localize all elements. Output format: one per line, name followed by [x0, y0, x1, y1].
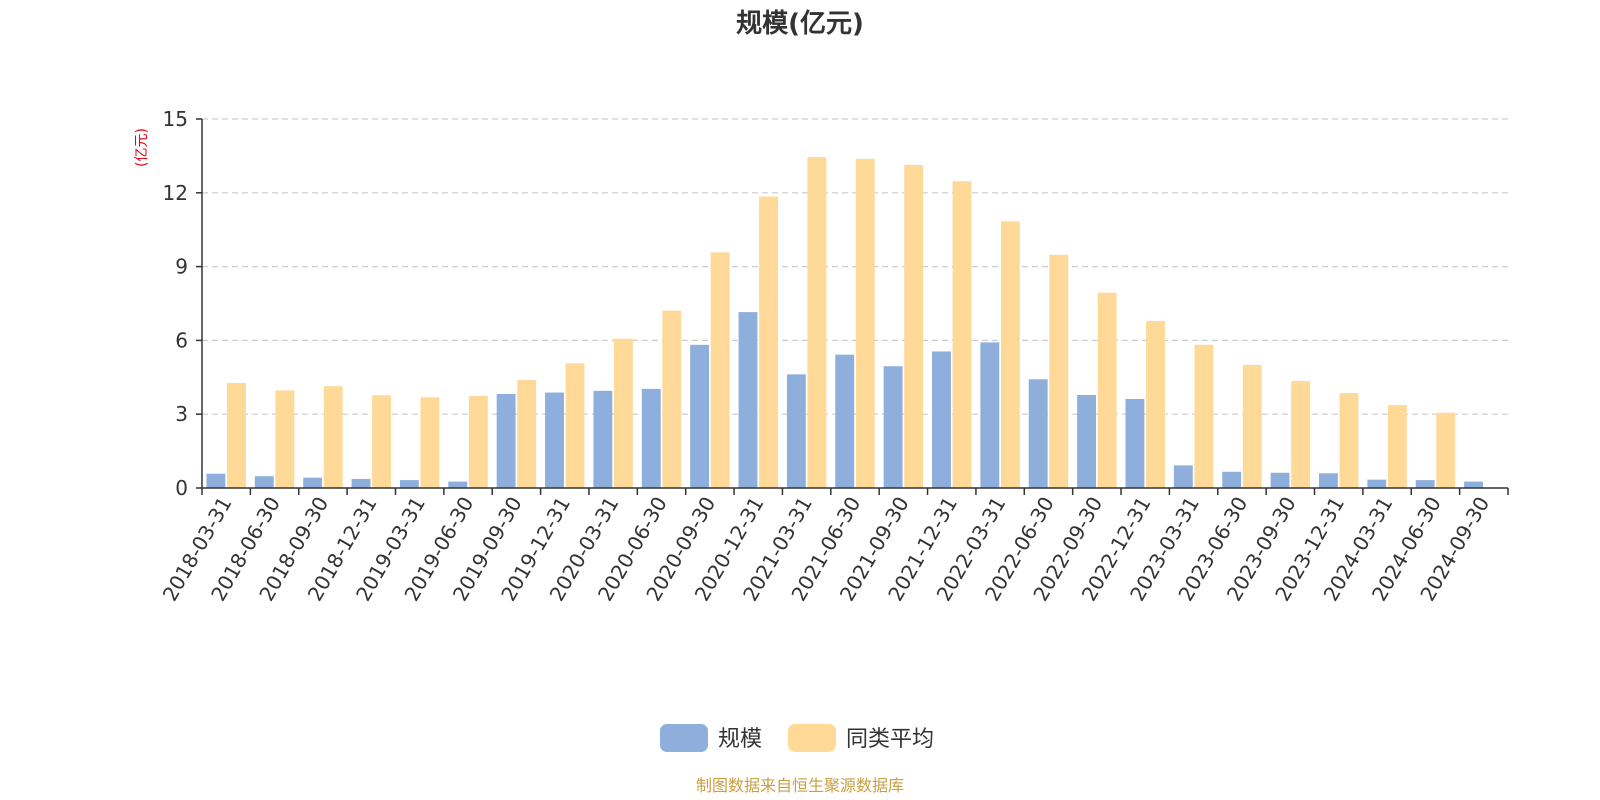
- y-tick-label: 3: [175, 402, 188, 426]
- bar-规模-2023-06-30: [1222, 471, 1242, 488]
- bar-规模-2021-09-30: [883, 366, 903, 488]
- bar-规模-2020-12-31: [738, 312, 758, 488]
- bars: [206, 157, 1483, 489]
- y-axis-label: (亿元): [134, 128, 150, 167]
- bar-规模-2023-12-31: [1318, 473, 1338, 488]
- y-tick-label: 9: [175, 255, 188, 279]
- legend-label: 同类平均: [846, 727, 934, 752]
- legend-swatch: [660, 724, 708, 752]
- bar-规模-2018-06-30: [254, 476, 274, 488]
- bar-规模-2022-06-30: [1028, 379, 1048, 488]
- bar-同类平均-2020-09-30: [710, 252, 730, 488]
- y-tick-labels: 0 3 6 9 12 15: [163, 107, 202, 500]
- bar-规模-2019-09-30: [496, 394, 516, 488]
- bar-同类平均-2021-12-31: [952, 181, 972, 488]
- bar-同类平均-2021-09-30: [904, 165, 924, 488]
- bar-同类平均-2018-06-30: [275, 390, 295, 488]
- bar-规模-2018-09-30: [303, 477, 323, 488]
- bar-规模-2022-09-30: [1077, 395, 1097, 488]
- bar-规模-2023-09-30: [1270, 472, 1290, 488]
- bar-规模-2018-03-31: [206, 473, 226, 488]
- bar-规模-2019-03-31: [399, 480, 419, 488]
- x-tick-labels: 2018-03-312018-06-302018-09-302018-12-31…: [158, 493, 1495, 606]
- bar-同类平均-2019-03-31: [420, 397, 440, 488]
- bar-规模-2018-12-31: [351, 478, 371, 488]
- y-tick-label: 6: [175, 328, 188, 352]
- bar-同类平均-2022-09-30: [1097, 292, 1117, 488]
- bar-同类平均-2023-09-30: [1291, 380, 1311, 488]
- bar-规模-2021-06-30: [835, 354, 855, 488]
- y-tick-label: 12: [163, 181, 188, 205]
- bar-规模-2024-09-30: [1464, 481, 1483, 488]
- bar-规模-2023-03-31: [1173, 465, 1193, 488]
- bar-同类平均-2018-03-31: [227, 382, 246, 488]
- y-tick-label: 15: [163, 107, 188, 131]
- bar-同类平均-2022-06-30: [1049, 254, 1069, 488]
- bar-规模-2020-03-31: [593, 390, 613, 488]
- legend-swatch: [788, 724, 836, 752]
- bar-同类平均-2024-06-30: [1436, 412, 1456, 488]
- bar-同类平均-2018-09-30: [323, 386, 343, 488]
- bar-同类平均-2022-12-31: [1146, 320, 1165, 488]
- bar-同类平均-2019-12-31: [565, 363, 585, 488]
- legend: 规模 同类平均: [660, 724, 934, 752]
- bar-同类平均-2020-06-30: [662, 310, 682, 488]
- bar-同类平均-2022-03-31: [1000, 221, 1020, 488]
- bar-同类平均-2023-03-31: [1194, 344, 1214, 488]
- bar-同类平均-2018-12-31: [372, 395, 392, 488]
- bar-规模-2019-06-30: [448, 481, 468, 488]
- bar-规模-2022-12-31: [1125, 398, 1145, 488]
- bar-同类平均-2019-09-30: [517, 380, 537, 488]
- bar-规模-2024-06-30: [1415, 480, 1435, 488]
- bar-同类平均-2021-03-31: [807, 157, 827, 488]
- bar-规模-2019-12-31: [545, 392, 564, 488]
- bar-规模-2022-03-31: [980, 342, 1000, 488]
- bar-同类平均-2021-06-30: [855, 158, 875, 489]
- bar-同类平均-2023-12-31: [1339, 393, 1359, 488]
- bar-规模-2020-09-30: [690, 344, 710, 488]
- axes: [201, 119, 1509, 495]
- bar-同类平均-2023-06-30: [1242, 365, 1262, 488]
- grid-lines: [202, 118, 1508, 415]
- bar-同类平均-2019-06-30: [468, 395, 488, 488]
- bar-同类平均-2020-12-31: [759, 196, 778, 489]
- bar-同类平均-2020-03-31: [613, 338, 633, 488]
- source-note: 制图数据来自恒生聚源数据库: [696, 776, 904, 795]
- y-tick-label: 0: [175, 476, 188, 500]
- bar-规模-2021-03-31: [786, 374, 806, 488]
- bar-规模-2021-12-31: [932, 351, 951, 488]
- legend-label: 规模: [718, 727, 762, 752]
- chart-title: 规模(亿元): [736, 9, 864, 39]
- bar-同类平均-2024-03-31: [1387, 405, 1407, 488]
- bar-规模-2020-06-30: [641, 388, 661, 488]
- bar-规模-2024-03-31: [1367, 479, 1387, 488]
